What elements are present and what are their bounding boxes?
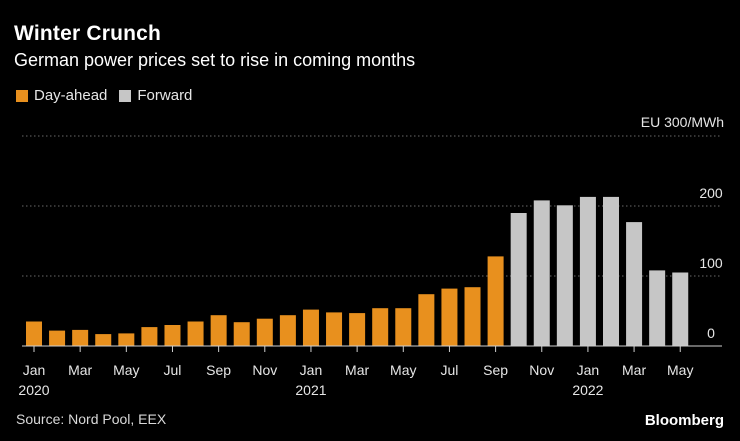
bar-day-ahead-dec-2020 [279,315,296,346]
x-year-label-2022: 2022 [572,382,603,398]
y-tick-label-0: 0 [707,325,715,341]
source-note: Source: Nord Pool, EEX [16,411,167,427]
y-tick-label-100: 100 [699,255,723,271]
bar-forward-nov-2021 [533,200,550,346]
x-tick-label-may-16: May [390,362,416,378]
bar-day-ahead-aug-2020 [187,321,204,346]
legend-item-day-ahead: Day-ahead [16,87,107,104]
x-tick-label-jul-18: Jul [440,362,458,378]
x-tick-label-jan-24: Jan [577,362,600,378]
x-tick-label-mar-2: Mar [68,362,92,378]
bar-day-ahead-jul-2020 [164,325,181,346]
bar-day-ahead-feb-2020 [49,330,66,346]
bar-day-ahead-aug-2021 [464,287,481,346]
bar-day-ahead-apr-2020 [95,334,112,346]
legend: Day-ahead Forward [16,87,204,104]
bar-day-ahead-may-2020 [118,333,135,346]
bar-day-ahead-jun-2021 [418,294,435,346]
bar-day-ahead-jul-2021 [441,288,458,346]
x-tick-label-may-28: May [667,362,693,378]
x-tick-label-may-4: May [113,362,139,378]
bar-day-ahead-mar-2021 [349,313,366,346]
bar-day-ahead-sep-2020 [210,315,227,346]
y-tick-label-200: 200 [699,185,723,201]
bar-day-ahead-feb-2021 [326,312,343,346]
bar-day-ahead-jan-2021 [302,309,319,346]
x-tick-label-sep-8: Sep [206,362,231,378]
bar-forward-apr-2022 [649,270,666,346]
x-tick-label-nov-22: Nov [529,362,554,378]
bar-day-ahead-jan-2020 [26,321,42,346]
bar-forward-may-2022 [672,272,689,346]
x-tick-label-sep-20: Sep [483,362,508,378]
x-tick-label-jan-12: Jan [300,362,323,378]
legend-label-forward: Forward [137,87,193,104]
legend-label-day-ahead: Day-ahead [34,87,108,104]
x-tick-label-jan-0: Jan [23,362,46,378]
bloomberg-logo: Bloomberg [644,412,724,429]
x-tick-label-jul-6: Jul [164,362,182,378]
legend-item-forward: Forward [119,87,192,104]
bar-forward-jan-2022 [579,196,596,346]
legend-swatch-forward [119,89,132,102]
x-year-label-2021: 2021 [295,382,326,398]
bar-forward-dec-2021 [556,205,573,346]
bar-day-ahead-may-2021 [395,308,412,346]
bar-day-ahead-apr-2021 [372,308,389,346]
bar-day-ahead-oct-2020 [233,322,250,346]
bar-forward-feb-2022 [603,196,619,346]
bar-day-ahead-jun-2020 [141,327,158,346]
bar-day-ahead-sep-2021 [487,256,504,346]
x-tick-label-nov-10: Nov [252,362,277,378]
x-year-label-2020: 2020 [18,382,49,398]
y-axis-unit-label: EU 300/MWh [641,114,724,130]
x-tick-label-mar-26: Mar [622,362,646,378]
x-tick-label-mar-14: Mar [345,362,369,378]
bar-forward-mar-2022 [626,222,643,346]
bar-day-ahead-nov-2020 [256,318,273,346]
bar-day-ahead-mar-2020 [72,329,89,346]
bar-forward-oct-2021 [510,213,527,346]
legend-swatch-day-ahead [16,89,28,102]
chart-title: Winter Crunch [14,22,162,45]
chart-subtitle: German power prices set to rise in comin… [14,50,416,70]
